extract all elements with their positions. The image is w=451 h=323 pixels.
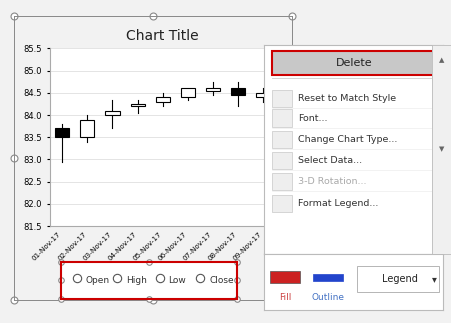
Bar <box>105 111 119 115</box>
Bar <box>271 109 291 127</box>
Bar <box>271 173 291 190</box>
Bar <box>269 271 299 283</box>
Bar <box>356 266 438 292</box>
Text: ▼: ▼ <box>438 146 443 152</box>
Text: Delete: Delete <box>335 58 371 68</box>
Bar <box>271 195 291 212</box>
Bar <box>271 51 435 76</box>
Bar <box>80 120 94 137</box>
Bar <box>130 104 144 106</box>
Text: 3-D Rotation...: 3-D Rotation... <box>298 177 366 186</box>
Text: Format Legend...: Format Legend... <box>298 199 378 208</box>
Bar <box>271 130 291 148</box>
Text: Select Data...: Select Data... <box>298 156 362 165</box>
Bar <box>55 128 69 137</box>
Title: Chart Title: Chart Title <box>126 29 198 43</box>
Text: Low: Low <box>168 276 186 285</box>
Text: Close: Close <box>209 276 233 285</box>
Text: Outline: Outline <box>311 293 344 302</box>
Bar <box>271 89 291 107</box>
Bar <box>155 97 170 102</box>
Text: High: High <box>126 276 147 285</box>
Bar <box>256 93 270 97</box>
Text: Font...: Font... <box>298 114 327 123</box>
Text: ▲: ▲ <box>438 57 443 63</box>
Text: Open: Open <box>86 276 110 285</box>
Text: Fill: Fill <box>278 293 290 302</box>
Bar <box>271 152 291 169</box>
Bar <box>230 89 244 95</box>
Bar <box>312 274 342 281</box>
Bar <box>206 89 220 91</box>
Text: Legend: Legend <box>382 274 417 284</box>
Text: Change Chart Type...: Change Chart Type... <box>298 135 397 144</box>
Text: ▾: ▾ <box>431 274 436 284</box>
Text: Reset to Match Style: Reset to Match Style <box>298 94 396 103</box>
Bar <box>180 89 194 97</box>
